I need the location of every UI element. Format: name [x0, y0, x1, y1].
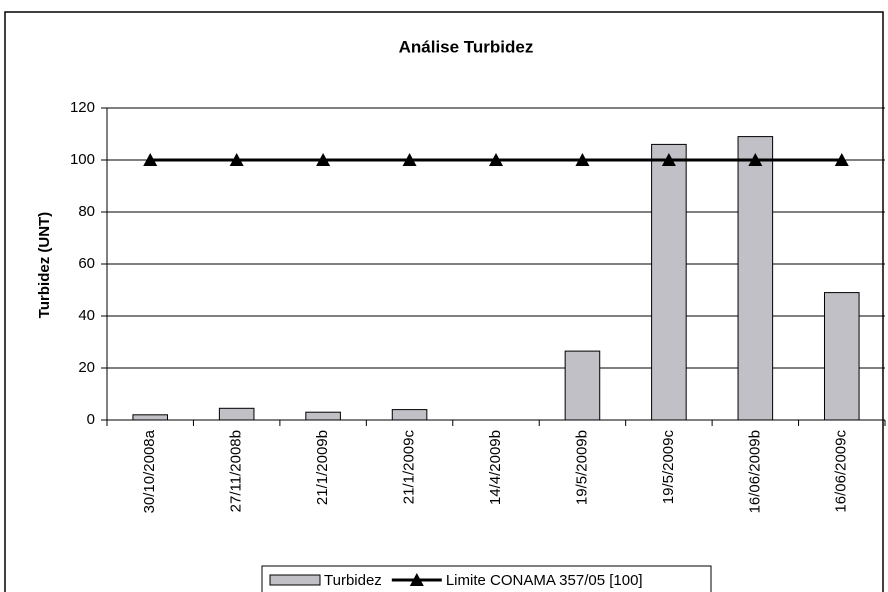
- x-tick-label: 16/06/2009b: [746, 430, 763, 513]
- marker: [489, 153, 503, 166]
- legend-swatch: [269, 574, 321, 586]
- x-tick-label: 16/06/2009c: [833, 430, 850, 513]
- marker: [834, 153, 849, 166]
- y-tick-label: 120: [70, 99, 95, 116]
- y-tick-label: 0: [87, 411, 95, 428]
- marker: [661, 153, 676, 166]
- marker: [748, 153, 763, 166]
- bar: [132, 414, 169, 421]
- x-tick-label: 21/1/2009b: [314, 430, 331, 505]
- legend-label: Turbidez: [324, 572, 382, 589]
- marker: [143, 153, 158, 166]
- legend-box: [261, 565, 712, 592]
- y-tick-label: 100: [70, 151, 95, 168]
- legend-label: Limite CONAMA 357/05 [100]: [446, 572, 643, 589]
- marker: [229, 153, 244, 166]
- legend-marker: [409, 573, 424, 586]
- y-tick-label: 40: [78, 307, 95, 324]
- x-tick-label: 14/4/2009b: [487, 430, 504, 505]
- bar: [651, 143, 687, 421]
- bar: [305, 411, 341, 421]
- x-tick-label: 27/11/2008b: [228, 430, 245, 512]
- chart-frame: [4, 11, 884, 592]
- bar: [737, 136, 774, 421]
- bar: [564, 350, 601, 421]
- y-tick-label: 60: [78, 255, 95, 272]
- y-tick-label: 80: [78, 203, 95, 220]
- y-tick-label: 20: [78, 359, 95, 376]
- x-tick-label: 19/5/2009b: [573, 430, 590, 505]
- x-tick-label: 19/5/2009c: [660, 430, 677, 505]
- marker: [402, 153, 417, 166]
- bar: [391, 409, 428, 421]
- y-axis-label: Turbidez (UNT): [36, 212, 53, 318]
- marker: [575, 153, 590, 166]
- bar: [823, 292, 860, 421]
- chart-title: Análise Turbidez: [399, 37, 534, 56]
- marker: [316, 153, 331, 166]
- x-tick-label: 30/10/2008a: [141, 429, 158, 513]
- x-tick-label: 21/1/2009c: [401, 430, 418, 505]
- bar: [218, 407, 255, 421]
